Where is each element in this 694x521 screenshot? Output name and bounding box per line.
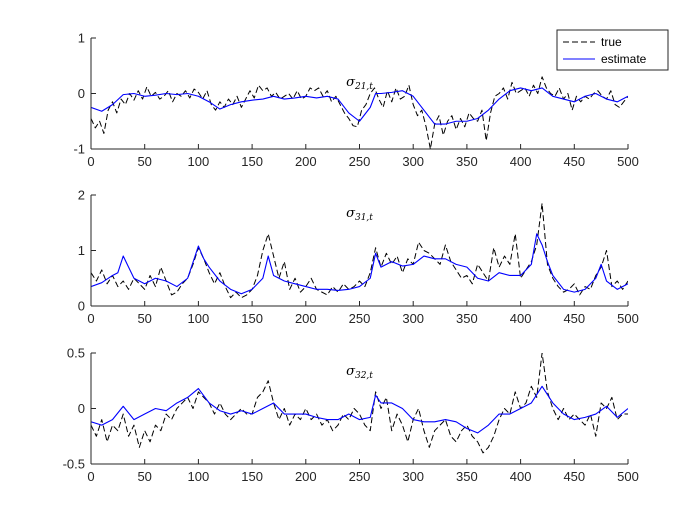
axes-background — [91, 195, 628, 306]
legend-box — [556, 29, 669, 71]
x-tick-label: 100 — [188, 154, 210, 169]
x-tick-label: 450 — [563, 154, 585, 169]
panel-title-symbol: σ — [346, 364, 356, 379]
x-tick-label: 450 — [563, 469, 585, 484]
x-tick-label: 350 — [456, 311, 478, 326]
x-tick-label: 200 — [295, 311, 317, 326]
y-tick-label: 0 — [78, 299, 85, 314]
x-tick-label: 100 — [188, 311, 210, 326]
x-tick-label: 200 — [295, 469, 317, 484]
subplot-1: 0 50 100 150 200 250 300 350 400 450 500-101σ21,tt… — [73, 29, 669, 169]
subplot-3: 0 50 100 150 200 250 300 350 400 450 500-0.500.5σ3… — [63, 346, 639, 485]
x-tick-label: 250 — [349, 311, 371, 326]
x-tick-label: 50 — [137, 469, 151, 484]
x-tick-label: 0 — [87, 469, 94, 484]
series-line-estimate — [91, 87, 628, 125]
y-tick-label: -1 — [73, 142, 85, 157]
axes-background — [91, 353, 628, 464]
x-tick-label: 400 — [510, 154, 532, 169]
subplot-2: 0 50 100 150 200 250 300 350 400 450 500 0 1 2 σ31,t — [78, 188, 639, 327]
x-tick-label: 50 — [137, 154, 151, 169]
legend-entry-estimate: estimate — [601, 52, 647, 66]
x-tick-label: 350 — [456, 154, 478, 169]
panel-title: σ31,t — [346, 206, 373, 223]
x-tick-label: 0 — [87, 154, 94, 169]
y-tick-label: 2 — [78, 188, 85, 203]
x-tick-label: 200 — [295, 154, 317, 169]
x-tick-label: 500 — [617, 469, 639, 484]
panel-title-symbol: σ — [346, 206, 356, 221]
x-tick-label: 300 — [402, 311, 424, 326]
x-tick-label: 150 — [241, 311, 263, 326]
series-line-true — [91, 76, 628, 149]
axes-background — [91, 38, 628, 149]
x-tick-label: 250 — [349, 154, 371, 169]
x-tick-label: 500 — [617, 311, 639, 326]
x-tick-label: 450 — [563, 311, 585, 326]
legend: true estimate — [556, 29, 669, 71]
series-line-estimate — [91, 385, 628, 434]
y-tick-label: -0.5 — [63, 457, 85, 472]
series-line-estimate — [91, 233, 628, 295]
x-tick-label: 250 — [349, 469, 371, 484]
x-tick-label: 100 — [188, 469, 210, 484]
x-tick-label: 300 — [402, 469, 424, 484]
panel-title-symbol: σ — [346, 75, 356, 90]
series-line-true — [91, 353, 628, 454]
panel-title: σ21,t — [346, 75, 373, 92]
y-tick-label: 1 — [78, 243, 85, 258]
panel-title-subscript: 21,t — [354, 82, 373, 92]
y-tick-label: 0 — [78, 401, 85, 416]
subplots: 0 50 100 150 200 250 300 350 400 450 500-101σ21,tt… — [63, 29, 669, 485]
x-tick-label: 350 — [456, 469, 478, 484]
y-tick-label: 0 — [78, 86, 85, 101]
x-tick-label: 150 — [241, 154, 263, 169]
series-line-true — [91, 202, 628, 299]
legend-entry-true: true — [601, 35, 622, 49]
panel-title: σ32,t — [346, 364, 373, 381]
y-tick-label: 1 — [78, 31, 85, 46]
panel-title-subscript: 31,t — [355, 213, 373, 223]
y-tick-label: 0.5 — [67, 346, 85, 361]
x-tick-label: 500 — [617, 154, 639, 169]
x-tick-label: 50 — [137, 311, 151, 326]
panel-title-subscript: 32,t — [355, 371, 373, 381]
x-tick-label: 400 — [510, 469, 532, 484]
x-tick-label: 300 — [402, 154, 424, 169]
x-tick-label: 0 — [87, 311, 94, 326]
x-tick-label: 150 — [241, 469, 263, 484]
x-tick-label: 400 — [510, 311, 532, 326]
